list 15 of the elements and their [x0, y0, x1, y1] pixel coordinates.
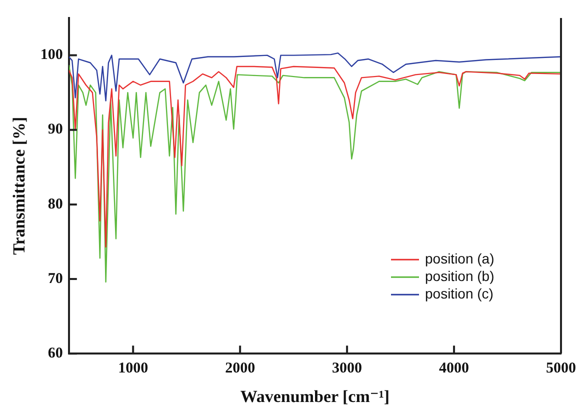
- x-tick-label: 4000: [439, 360, 470, 376]
- x-tick-label: 5000: [546, 360, 576, 376]
- x-tick-label: 2000: [225, 360, 256, 376]
- y-tick-label: 60: [48, 345, 63, 362]
- y-tick-label: 90: [48, 122, 63, 138]
- x-tick-label: 3000: [332, 360, 362, 376]
- legend-label: position (b): [425, 268, 494, 284]
- y-tick-label: 100: [40, 47, 63, 64]
- legend-label: position (c): [425, 285, 494, 302]
- x-tick-label: 1000: [118, 360, 148, 376]
- y-tick-label: 80: [48, 196, 63, 212]
- legend-label: position (a): [425, 250, 494, 266]
- x-axis-title: Wavenumber [cm⁻¹]: [240, 387, 390, 406]
- y-tick-label: 70: [48, 270, 63, 287]
- y-axis-title: Transmittance [%]: [10, 116, 29, 255]
